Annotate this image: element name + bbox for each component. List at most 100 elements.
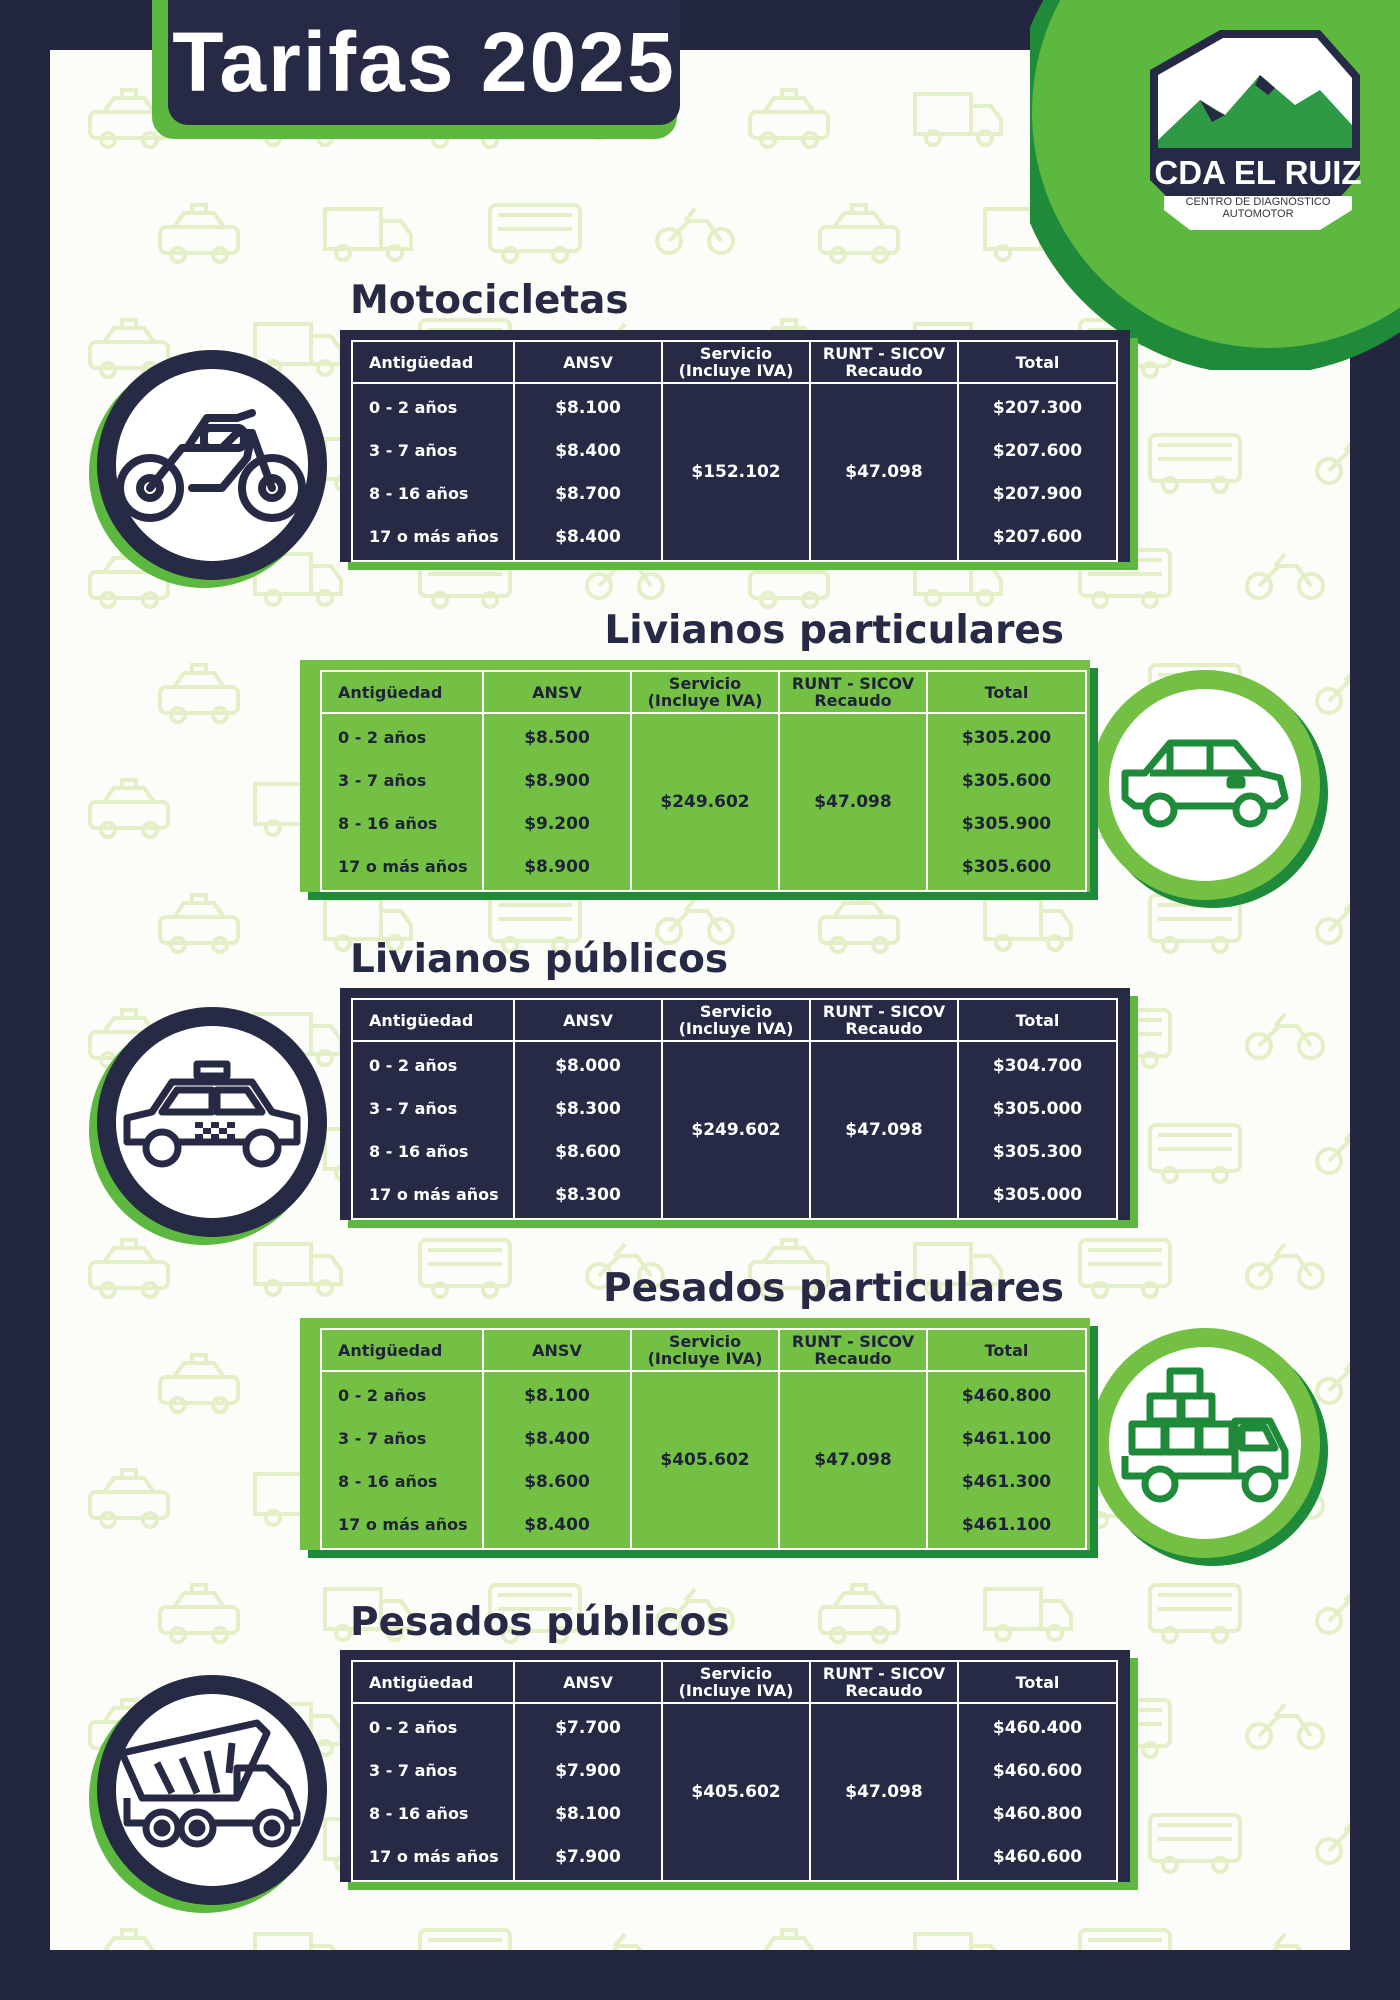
header-service-line: (Incluye IVA) [678, 1681, 794, 1700]
runt-value: $47.098 [809, 1040, 959, 1220]
header-age: Antigüedad [351, 1660, 515, 1704]
tariff-table: Antigüedad ANSV Servicio (Incluye IVA) RUNT … [351, 340, 1118, 562]
ansv-value: $8.400 [524, 1428, 590, 1449]
ansv-value-cell: $8.100 $8.400 $8.600 $8.400 [482, 1370, 632, 1550]
header-runt-line: RUNT - SICOV [791, 674, 915, 693]
icon-circle [1109, 1347, 1301, 1539]
page-title: Tarifas 2025 [172, 15, 676, 109]
age-range: 8 - 16 años [338, 1471, 438, 1491]
age-range-cell: 0 - 2 años 3 - 7 años 8 - 16 años 17 o más … [351, 1040, 515, 1220]
ansv-value: $8.300 [555, 1184, 621, 1205]
total-value-cell: $304.700 $305.000 $305.300 $305.000 [957, 1040, 1118, 1220]
title-banner: Tarifas 2025 [168, 0, 680, 125]
age-range: 8 - 16 años [369, 1141, 469, 1161]
header-service-line: (Incluye IVA) [647, 691, 763, 710]
total-value: $305.000 [992, 1098, 1083, 1119]
header-age: Antigüedad [351, 340, 515, 384]
header-ansv: ANSV [513, 340, 663, 384]
header-runt-line: RUNT - SICOV [822, 344, 946, 363]
ansv-value: $8.600 [524, 1471, 590, 1492]
total-value: $207.300 [992, 397, 1083, 418]
ansv-value-cell: $7.700 $7.900 $8.100 $7.900 [513, 1702, 663, 1882]
section-title: Motocicletas [350, 278, 629, 323]
car-icon [1115, 728, 1295, 842]
brand-logo [1030, 0, 1400, 370]
total-value: $304.700 [992, 1055, 1083, 1076]
header-service: Servicio (Incluye IVA) [630, 1328, 780, 1372]
header-runt-line: RUNT - SICOV [822, 1002, 946, 1021]
header-ansv: ANSV [513, 998, 663, 1042]
age-range: 0 - 2 años [338, 1385, 427, 1405]
total-value: $460.800 [992, 1803, 1083, 1824]
header-runt-line: Recaudo [814, 691, 892, 710]
table-header-row: Antigüedad ANSV Servicio (Incluye IVA) RUNT … [351, 1660, 1118, 1704]
total-value: $461.300 [961, 1471, 1052, 1492]
header-service: Servicio (Incluye IVA) [630, 670, 780, 714]
age-range: 3 - 7 años [369, 1760, 458, 1780]
header-ansv: ANSV [482, 1328, 632, 1372]
total-value: $305.200 [961, 727, 1052, 748]
table-row: 0 - 2 años 3 - 7 años 8 - 16 años 17 o más … [320, 1370, 1087, 1550]
ansv-value-cell: $8.500 $8.900 $9.200 $8.900 [482, 712, 632, 892]
age-range: 3 - 7 años [338, 770, 427, 790]
age-range: 8 - 16 años [369, 483, 469, 503]
header-service-line: Servicio [699, 1002, 773, 1021]
header-total: Total [957, 1660, 1118, 1704]
age-range: 8 - 16 años [369, 1803, 469, 1823]
ansv-value: $7.900 [555, 1760, 621, 1781]
total-value: $460.800 [961, 1385, 1052, 1406]
total-value-cell: $207.300 $207.600 $207.900 $207.600 [957, 382, 1118, 562]
header-runt: RUNT - SICOV Recaudo [809, 340, 959, 384]
header-service-line: Servicio [668, 1332, 742, 1351]
service-value: $405.602 [661, 1702, 811, 1882]
service-value: $405.602 [630, 1370, 780, 1550]
tariff-table: Antigüedad ANSV Servicio (Incluye IVA) RUNT … [320, 1328, 1087, 1550]
table-header-row: Antigüedad ANSV Servicio (Incluye IVA) RUNT … [320, 670, 1087, 714]
ansv-value: $8.400 [555, 440, 621, 461]
header-runt-line: RUNT - SICOV [791, 1332, 915, 1351]
icon-circle [116, 369, 308, 561]
total-value-cell: $460.400 $460.600 $460.800 $460.600 [957, 1702, 1118, 1882]
header-total: Total [957, 998, 1118, 1042]
age-range: 3 - 7 años [338, 1428, 427, 1448]
header-runt: RUNT - SICOV Recaudo [809, 998, 959, 1042]
age-range: 17 o más años [369, 1184, 499, 1204]
service-value: $249.602 [661, 1040, 811, 1220]
icon-circle [116, 1694, 308, 1886]
ansv-value: $7.700 [555, 1717, 621, 1738]
ansv-value-cell: $8.000 $8.300 $8.600 $8.300 [513, 1040, 663, 1220]
total-value: $461.100 [961, 1514, 1052, 1535]
total-value: $305.300 [992, 1141, 1083, 1162]
header-service-line: Servicio [668, 674, 742, 693]
age-range: 0 - 2 años [369, 1055, 458, 1075]
ansv-value: $8.500 [524, 727, 590, 748]
total-value: $305.000 [992, 1184, 1083, 1205]
total-value: $207.600 [992, 526, 1083, 547]
header-service-line: (Incluye IVA) [678, 361, 794, 380]
brand-name: CDA EL RUIZ [1154, 154, 1362, 191]
ansv-value: $8.100 [524, 1385, 590, 1406]
ansv-value: $8.300 [555, 1098, 621, 1119]
table-row: 0 - 2 años 3 - 7 años 8 - 16 años 17 o más … [351, 382, 1118, 562]
age-range: 3 - 7 años [369, 440, 458, 460]
total-value: $460.600 [992, 1760, 1083, 1781]
header-service-line: (Incluye IVA) [647, 1349, 763, 1368]
age-range: 0 - 2 años [338, 727, 427, 747]
age-range-cell: 0 - 2 años 3 - 7 años 8 - 16 años 17 o más … [320, 712, 484, 892]
ansv-value: $8.000 [555, 1055, 621, 1076]
total-value: $305.900 [961, 813, 1052, 834]
ansv-value: $8.100 [555, 397, 621, 418]
header-runt-line: Recaudo [845, 361, 923, 380]
age-range: 0 - 2 años [369, 1717, 458, 1737]
header-runt: RUNT - SICOV Recaudo [778, 670, 928, 714]
header-runt: RUNT - SICOV Recaudo [778, 1328, 928, 1372]
ansv-value: $8.400 [555, 526, 621, 547]
total-value: $305.600 [961, 770, 1052, 791]
brand-subtitle: CENTRO DE DIAGNÓSTICO AUTOMOTOR [1185, 196, 1331, 220]
header-ansv: ANSV [482, 670, 632, 714]
taxi-icon [117, 1060, 307, 1184]
header-service: Servicio (Incluye IVA) [661, 1660, 811, 1704]
ansv-value: $9.200 [524, 813, 590, 834]
header-age: Antigüedad [351, 998, 515, 1042]
table-row: 0 - 2 años 3 - 7 años 8 - 16 años 17 o más … [351, 1040, 1118, 1220]
